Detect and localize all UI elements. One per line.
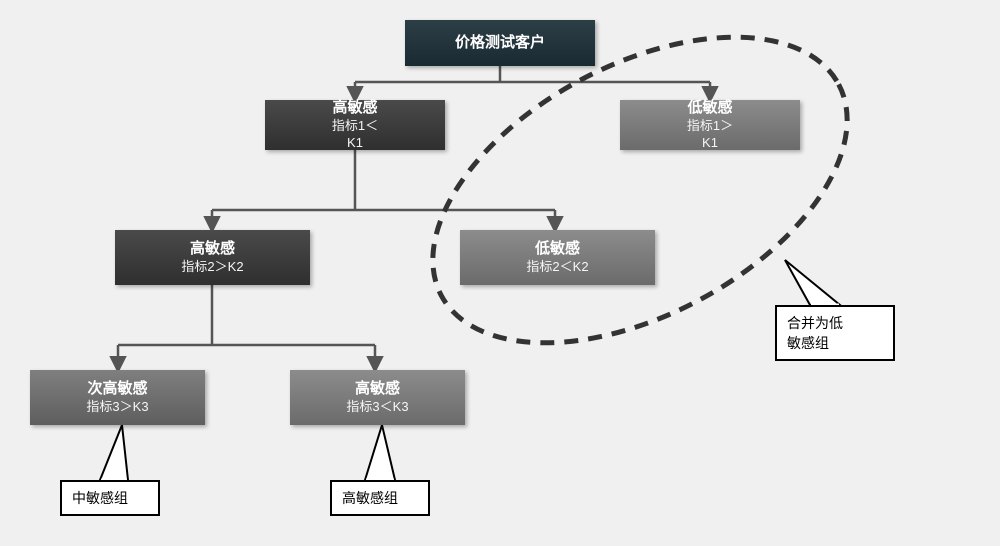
node-root: 价格测试客户 (405, 20, 595, 66)
node-title: 高敏感 (355, 379, 400, 399)
callout-pointer-merge (785, 260, 840, 305)
node-subtitle: 指标3＞K3 (86, 399, 148, 416)
node-subtitle: 指标1＞ (687, 118, 733, 135)
callout-high: 高敏感组 (330, 480, 430, 516)
node-title: 低敏感 (687, 98, 732, 118)
callout-mid: 中敏感组 (60, 480, 160, 516)
node-subtitle2: K1 (347, 135, 363, 152)
callout-pointer-mid (100, 425, 128, 480)
node-subtitle: 指标3＜K3 (346, 399, 408, 416)
node-n3_right: 高敏感指标3＜K3 (290, 370, 465, 425)
node-subtitle2: K1 (702, 135, 718, 152)
node-subtitle: 指标1＜ (332, 118, 378, 135)
node-n3_left: 次高敏感指标3＞K3 (30, 370, 205, 425)
callout-pointer-high (365, 425, 395, 480)
node-n2_right: 低敏感指标2＜K2 (460, 230, 655, 285)
node-n2_left: 高敏感指标2＞K2 (115, 230, 310, 285)
node-subtitle: 指标2＞K2 (181, 259, 243, 276)
node-n1_left: 高敏感指标1＜K1 (265, 100, 445, 150)
node-title: 低敏感 (535, 239, 580, 259)
node-title: 高敏感 (332, 98, 377, 118)
node-title: 次高敏感 (87, 379, 147, 399)
node-title: 高敏感 (190, 239, 235, 259)
node-subtitle: 指标2＜K2 (526, 259, 588, 276)
node-n1_right: 低敏感指标1＞K1 (620, 100, 800, 150)
node-title: 价格测试客户 (455, 33, 545, 53)
callout-merge: 合并为低 敏感组 (775, 305, 895, 361)
